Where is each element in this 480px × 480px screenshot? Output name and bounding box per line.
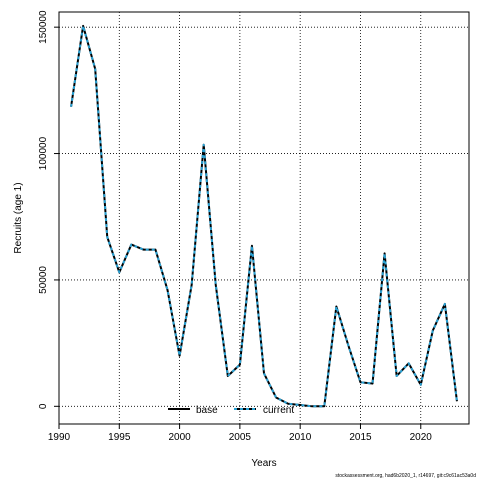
footer-caption: stockassessment.org, had6b2020_1, r14697… xyxy=(335,473,476,479)
x-tick-label-2: 2000 xyxy=(168,432,191,443)
x-tick-label-6: 2020 xyxy=(410,432,433,443)
series-line-current xyxy=(70,24,458,408)
y-tick-label-1: 50000 xyxy=(38,266,49,294)
x-tick-label-0: 1990 xyxy=(48,432,71,443)
x-tick-label-3: 2005 xyxy=(229,432,252,443)
y-tick-label-3: 150000 xyxy=(38,10,49,44)
axes: 1990 1995 2000 2005 2010 2015 2020 0 50000 100000… xyxy=(38,10,432,443)
y-tick-label-2: 100000 xyxy=(38,136,49,170)
y-axis-title: Recruits (age 1) xyxy=(13,182,24,253)
grid-lines xyxy=(58,12,469,424)
x-tick-label-1: 1995 xyxy=(108,432,131,443)
legend: base current xyxy=(168,405,294,416)
legend-label-current: current xyxy=(263,405,294,416)
x-tick-label-4: 2010 xyxy=(289,432,312,443)
x-axis-title: Years xyxy=(251,458,276,469)
y-tick-label-0: 0 xyxy=(38,403,49,409)
series-layer xyxy=(70,24,458,408)
plot-frame xyxy=(58,11,470,425)
x-tick-label-5: 2015 xyxy=(349,432,372,443)
legend-label-base: base xyxy=(196,405,218,416)
